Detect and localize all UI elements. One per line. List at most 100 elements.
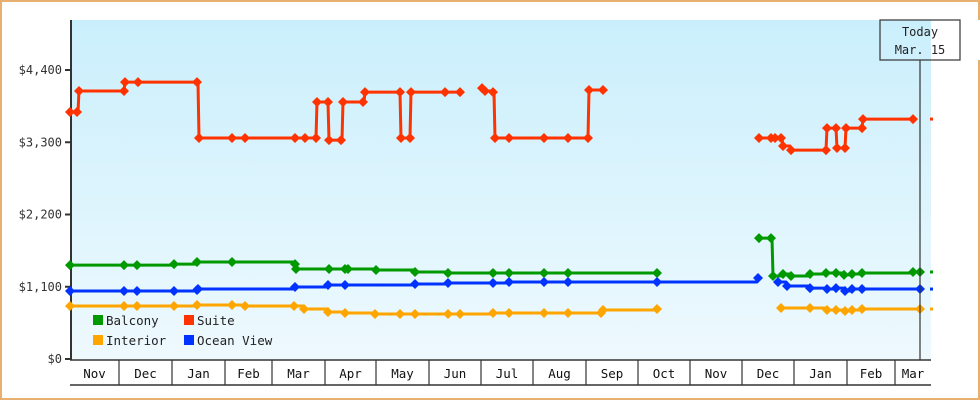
legend: Balcony Suite Interior Ocean View: [93, 313, 273, 348]
data-point: [240, 133, 250, 144]
data-point: [169, 286, 179, 297]
data-point: [119, 86, 129, 97]
month-label: Feb: [237, 366, 260, 381]
data-point: [488, 278, 498, 289]
data-point: [65, 300, 75, 311]
data-point: [805, 269, 815, 280]
legend-label: Interior: [106, 333, 167, 348]
data-point: [908, 266, 918, 277]
data-point: [340, 308, 350, 319]
data-point: [343, 264, 353, 275]
data-point: [119, 300, 129, 311]
data-point: [832, 143, 842, 154]
data-point: [839, 269, 849, 280]
data-point: [857, 284, 867, 295]
legend-swatch-ocean-view: [184, 335, 194, 345]
data-point: [192, 257, 202, 268]
data-point: [455, 87, 465, 98]
data-point: [405, 133, 415, 144]
data-point: [410, 309, 420, 320]
data-point: [652, 304, 662, 315]
month-label: Mar: [287, 366, 310, 381]
data-point: [65, 260, 75, 271]
data-point: [778, 141, 788, 152]
month-label: Dec: [134, 366, 157, 381]
data-point: [336, 135, 346, 146]
data-point: [119, 260, 129, 271]
data-point: [822, 123, 832, 134]
data-point: [598, 305, 608, 316]
data-point: [857, 304, 867, 315]
y-tick-label: $2,200: [19, 208, 62, 222]
data-point: [840, 286, 850, 297]
data-point: [132, 286, 142, 297]
plot-area: [71, 20, 931, 359]
data-point: [782, 281, 792, 292]
data-point: [194, 133, 204, 144]
month-label: Jan: [809, 366, 832, 381]
data-point: [74, 86, 84, 97]
legend-swatch-suite: [184, 315, 194, 325]
data-point: [132, 300, 142, 311]
data-point: [822, 284, 832, 295]
data-point: [563, 277, 573, 288]
month-label: May: [391, 366, 414, 381]
series-balcony: [65, 233, 933, 282]
data-point: [120, 77, 130, 88]
data-point: [340, 280, 350, 291]
month-label: Feb: [860, 366, 883, 381]
data-point: [371, 265, 381, 276]
data-point: [133, 77, 143, 88]
data-point: [72, 107, 82, 118]
month-label: Nov: [705, 366, 728, 381]
today-box-mask: [931, 20, 980, 60]
month-label: Sep: [601, 366, 624, 381]
data-point: [395, 87, 405, 98]
data-point: [119, 286, 129, 297]
data-point: [778, 269, 788, 280]
data-point: [290, 282, 300, 293]
data-point: [338, 97, 348, 108]
data-point: [831, 123, 841, 134]
data-point: [652, 277, 662, 288]
data-point: [786, 145, 796, 156]
data-point: [857, 267, 867, 278]
data-point: [776, 303, 786, 314]
data-point: [227, 133, 237, 144]
month-label: Oct: [653, 366, 676, 381]
data-point: [192, 300, 202, 311]
data-point: [847, 284, 857, 295]
legend-swatch-interior: [93, 335, 103, 345]
data-point: [598, 85, 608, 96]
data-point: [539, 267, 549, 278]
data-point: [360, 87, 370, 98]
data-point: [908, 114, 918, 125]
data-point: [583, 133, 593, 144]
data-point: [291, 264, 301, 275]
data-point: [240, 300, 250, 311]
data-point: [169, 300, 179, 311]
data-point: [805, 283, 815, 294]
data-point: [410, 279, 420, 290]
data-point: [563, 308, 573, 319]
data-point: [822, 305, 832, 316]
data-point: [786, 271, 796, 282]
data-point: [841, 123, 851, 134]
data-point: [488, 308, 498, 319]
data-point: [776, 133, 786, 144]
series-interior: [65, 300, 933, 320]
data-point: [766, 233, 776, 244]
month-label: Jul: [496, 366, 519, 381]
today-date: Mar. 15: [895, 43, 946, 57]
data-point: [443, 278, 453, 289]
data-point: [440, 87, 450, 98]
month-label: Jun: [444, 366, 467, 381]
data-point: [563, 133, 573, 144]
month-label: Dec: [757, 366, 780, 381]
data-point: [770, 133, 780, 144]
data-point: [805, 303, 815, 314]
today-marker: Today Mar. 15: [879, 19, 980, 360]
data-point: [821, 145, 831, 156]
data-point: [410, 266, 420, 277]
data-point: [65, 286, 75, 297]
